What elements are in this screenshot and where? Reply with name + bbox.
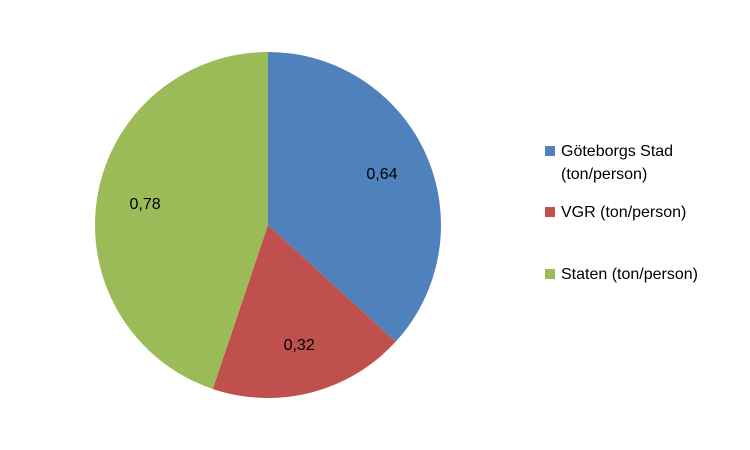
legend-swatch [545, 269, 555, 279]
legend-label: VGR (ton/person) [561, 204, 687, 221]
legend-label: Göteborgs Stad (ton/person) [561, 143, 674, 183]
data-label: 0,32 [284, 337, 315, 354]
legend-item: Göteborgs Stad (ton/person) [545, 140, 740, 186]
pie-slice [95, 52, 269, 389]
pie-slice [268, 52, 442, 342]
data-label: 0,78 [130, 196, 161, 213]
data-label: 0,64 [366, 166, 397, 183]
pie-slice [212, 225, 396, 398]
legend-swatch [545, 146, 555, 156]
legend-swatch [545, 207, 555, 217]
legend-label: Staten (ton/person) [561, 266, 698, 283]
legend-item: Staten (ton/person) [545, 263, 740, 286]
legend-item: VGR (ton/person) [545, 201, 740, 224]
